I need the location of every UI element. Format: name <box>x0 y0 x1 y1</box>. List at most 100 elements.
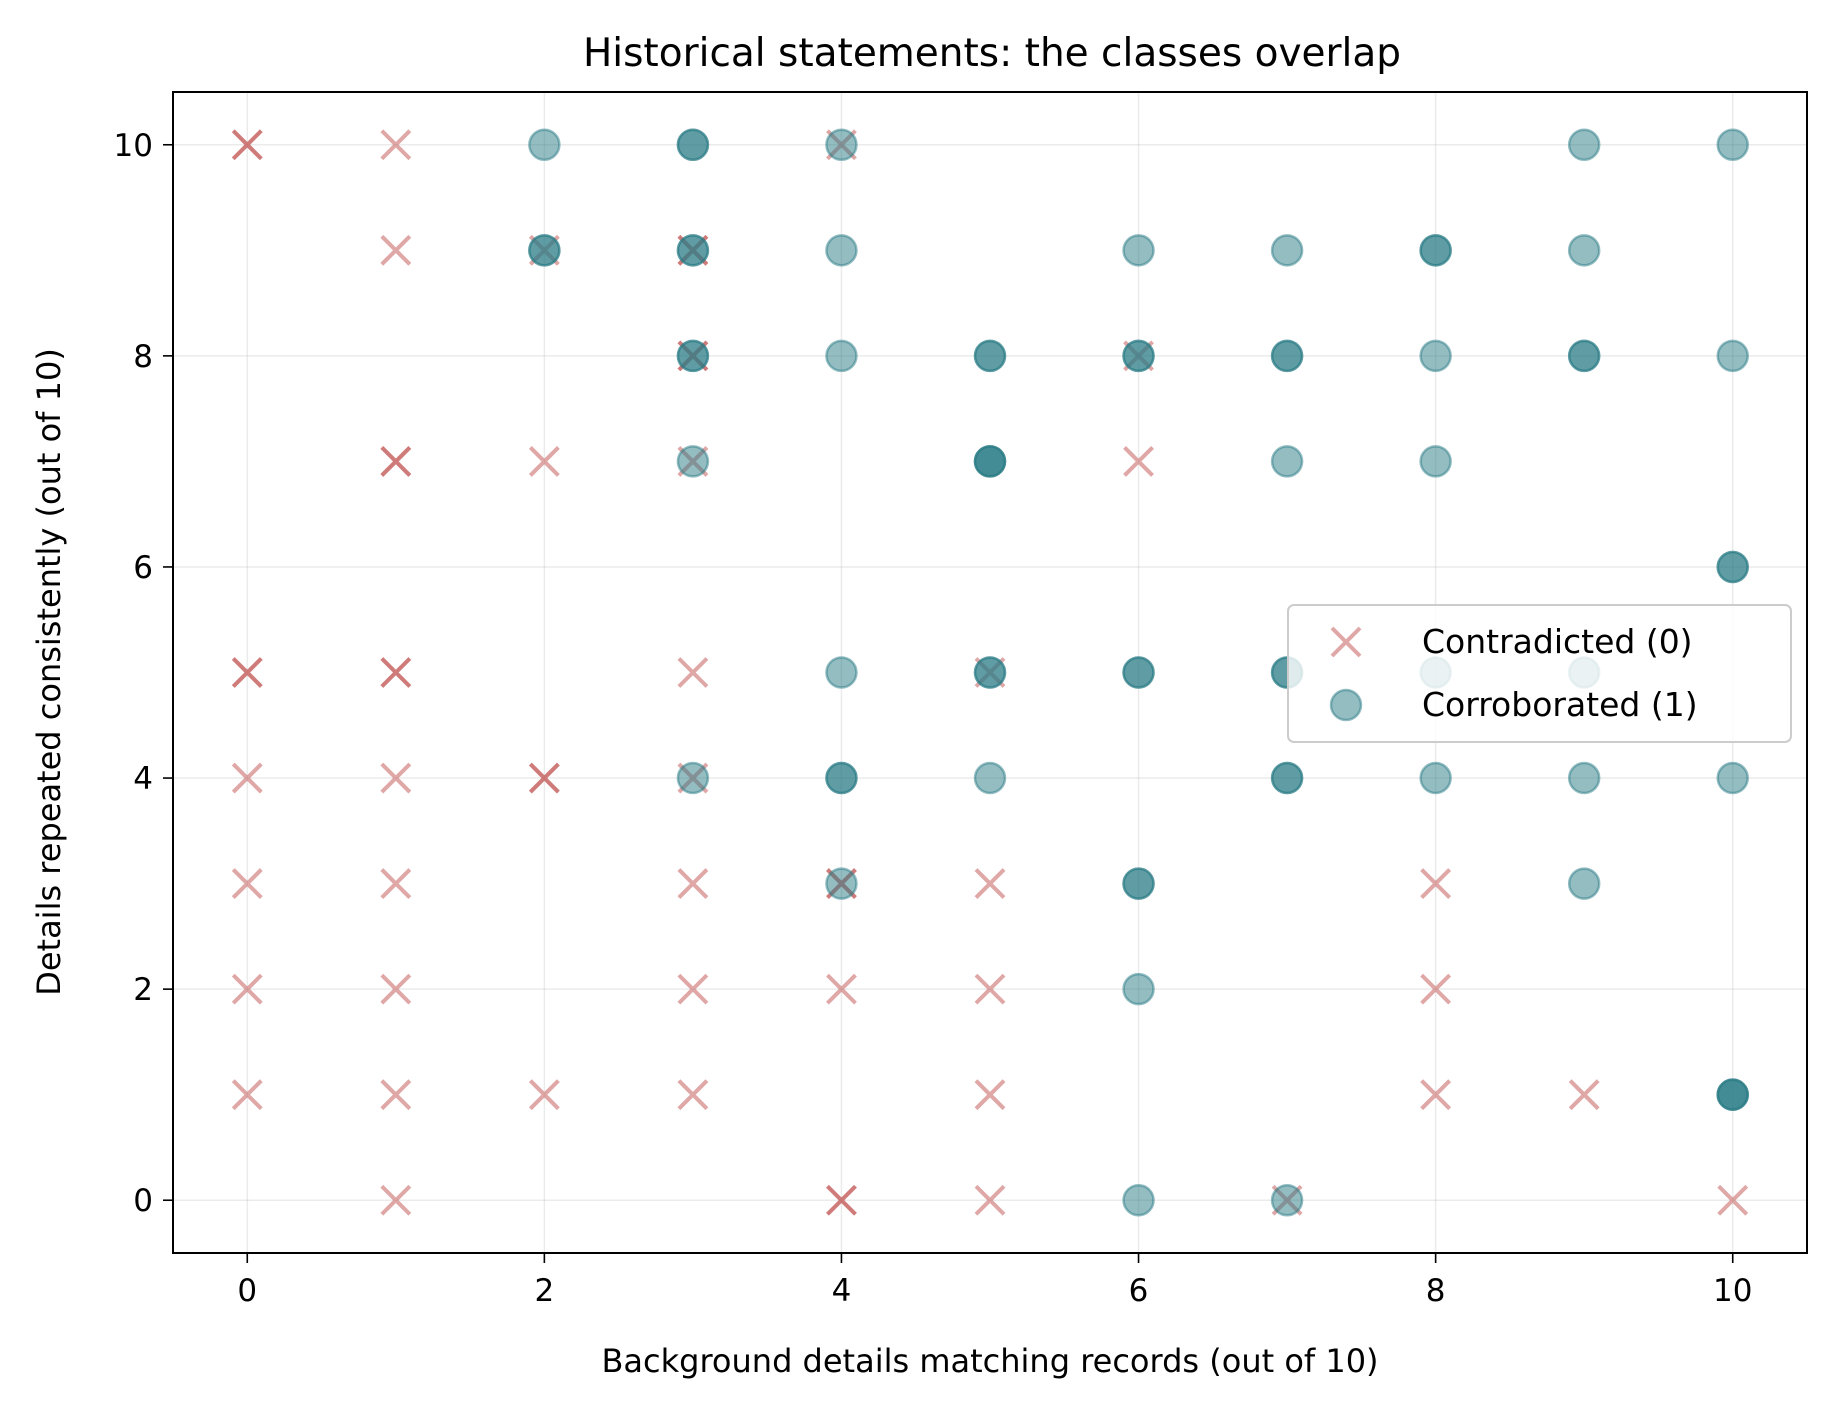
y-tick-label: 0 <box>133 1183 153 1219</box>
legend-marker-corroborated <box>1329 688 1363 722</box>
corroborated-point <box>676 339 710 373</box>
corroborated-point <box>1716 339 1749 373</box>
legend-markers <box>1329 626 1363 722</box>
corroborated-point <box>825 761 858 795</box>
contradicted-point <box>380 657 412 688</box>
contradicted-point <box>528 445 560 477</box>
contradicted-point <box>677 1079 709 1111</box>
corroborated-point <box>1270 761 1304 795</box>
contradicted-point <box>231 129 263 161</box>
y-tick-label: 10 <box>114 128 153 164</box>
x-tick-label: 0 <box>237 1273 257 1309</box>
contradicted-point <box>231 762 263 794</box>
corroborated-point <box>676 234 710 267</box>
contradicted-point <box>380 1184 412 1216</box>
x-tick-label: 2 <box>534 1273 554 1309</box>
corroborated-point <box>1716 761 1749 795</box>
corroborated-point <box>973 761 1007 795</box>
contradicted-point <box>380 973 412 1005</box>
contradicted-point <box>677 868 709 900</box>
corroborated-point <box>973 339 1007 373</box>
contradicted-point <box>231 657 263 688</box>
legend-label-contradicted: Contradicted (0) <box>1422 622 1693 661</box>
contradicted-point <box>528 762 560 794</box>
contradicted-point <box>380 129 412 161</box>
corroborated-point <box>825 867 858 900</box>
corroborated-point <box>676 761 710 795</box>
contradicted-point <box>380 762 412 794</box>
y-tick-label: 8 <box>133 339 153 375</box>
corroborated-point <box>1419 445 1452 478</box>
contradicted-point <box>380 234 412 266</box>
y-tick-label: 2 <box>133 972 153 1008</box>
corroborated-point <box>1270 339 1304 373</box>
corroborated-point <box>1122 656 1155 689</box>
contradicted-point <box>1420 868 1452 900</box>
contradicted-point <box>380 868 412 900</box>
contradicted-point <box>1123 445 1154 477</box>
corroborated-point <box>825 128 858 162</box>
contradicted-point <box>380 1079 412 1111</box>
corroborated-point <box>1716 128 1749 162</box>
corroborated-point <box>973 445 1007 478</box>
corroborated-point <box>1716 550 1749 584</box>
corroborated-point <box>1567 234 1601 267</box>
corroborated-point <box>1567 761 1601 795</box>
corroborated-point <box>1270 234 1304 267</box>
corroborated-point <box>676 445 710 478</box>
corroborated-point <box>973 656 1007 689</box>
contradicted-point <box>826 973 857 1005</box>
contradicted-point <box>528 1079 560 1111</box>
contradicted-point <box>826 1184 857 1216</box>
contradicted-point <box>974 1184 1006 1216</box>
corroborated-point <box>1419 761 1452 795</box>
corroborated-point <box>1716 1078 1749 1111</box>
chart-title: Historical statements: the classes overl… <box>583 31 1401 76</box>
x-tick-label: 6 <box>1129 1273 1149 1309</box>
y-tick-label: 6 <box>133 550 153 586</box>
corroborated-point <box>1270 1183 1304 1217</box>
corroborated-point <box>825 339 858 373</box>
legend-label-corroborated: Corroborated (1) <box>1422 685 1698 724</box>
corroborated-point <box>825 656 858 689</box>
corroborated-point <box>676 128 710 162</box>
y-axis-label: Details repeated consistently (out of 10… <box>30 348 68 996</box>
corroborated-point <box>1122 972 1155 1006</box>
contradicted-point <box>974 1079 1006 1111</box>
contradicted-point <box>231 868 263 900</box>
legend-box <box>1287 604 1792 743</box>
y-axis-ticks: 0 2 4 6 8 10 <box>114 128 173 1219</box>
corroborated-point <box>825 234 858 267</box>
x-axis-label: Background details matching records (out… <box>601 1342 1378 1380</box>
corroborated-point <box>1419 234 1452 267</box>
x-tick-label: 8 <box>1426 1273 1446 1309</box>
contradicted-point <box>231 1079 263 1111</box>
corroborated-point <box>1122 1183 1155 1217</box>
legend-marker-contradicted <box>1330 626 1362 658</box>
legend: Contradicted (0) Corroborated (1) <box>1287 604 1792 743</box>
corroborated-point <box>1270 445 1304 478</box>
corroborated-point <box>1567 867 1601 900</box>
corroborated-point <box>1122 339 1155 373</box>
corroborated-point <box>1122 234 1155 267</box>
y-tick-label: 4 <box>133 761 153 797</box>
corroborated-point <box>1419 339 1452 373</box>
contradicted-point <box>1420 973 1452 1005</box>
contradicted-point <box>974 973 1006 1005</box>
corroborated-point <box>1122 867 1155 900</box>
plot-frame <box>172 91 1808 1254</box>
x-axis-ticks: 0 2 4 6 8 10 <box>237 1253 1752 1309</box>
corroborated-point <box>528 234 561 267</box>
contradicted-point <box>1568 1079 1600 1111</box>
contradicted-point <box>380 445 412 477</box>
contradicted-point <box>231 973 263 1005</box>
corroborated-point <box>1567 128 1601 162</box>
contradicted-point <box>677 973 709 1005</box>
x-tick-label: 4 <box>832 1273 852 1309</box>
contradicted-point <box>974 868 1006 900</box>
x-tick-label: 10 <box>1713 1273 1752 1309</box>
corroborated-point <box>1567 339 1601 373</box>
corroborated-point <box>528 128 561 162</box>
contradicted-point <box>1420 1079 1452 1111</box>
